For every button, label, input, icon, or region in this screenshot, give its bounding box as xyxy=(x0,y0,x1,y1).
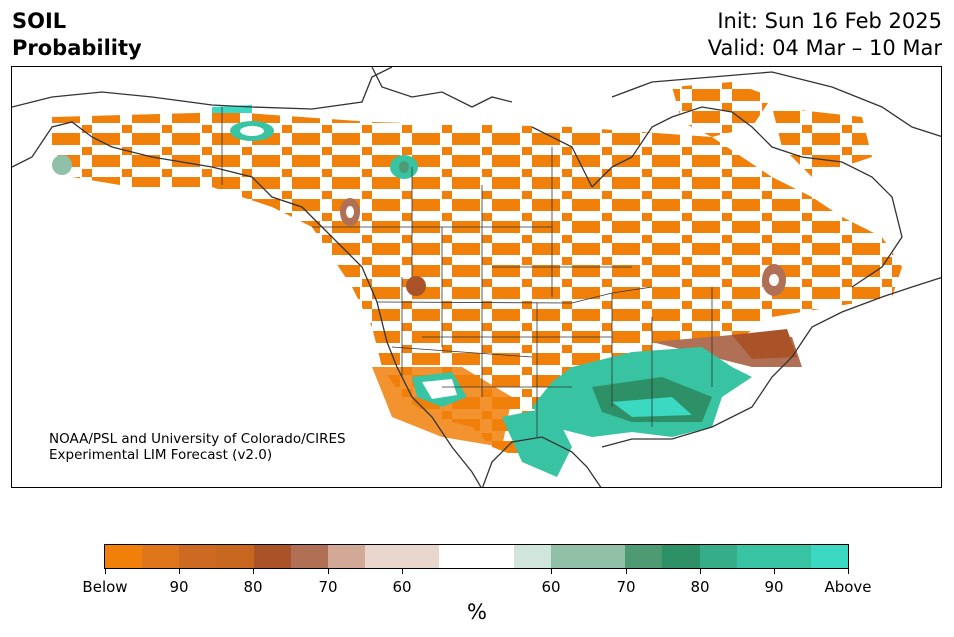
colorbar-tick-mark xyxy=(700,569,701,574)
probability-shading xyxy=(52,82,902,477)
colorbar-tick-mark xyxy=(328,569,329,574)
unit-label: % xyxy=(467,600,487,624)
political-borders xyxy=(221,107,713,437)
valid-range: Valid: 04 Mar – 10 Mar xyxy=(707,36,942,60)
colorbar-tick-label: 70 xyxy=(318,578,338,596)
colorbar-segment xyxy=(365,545,403,568)
colorbar-segment xyxy=(699,545,737,568)
date-info: Init: Sun 16 Feb 2025 Valid: 04 Mar – 10… xyxy=(708,8,942,62)
map-title: SOIL Probability xyxy=(12,8,142,62)
colorbar-tick-mark xyxy=(402,569,403,574)
colorbar-segment xyxy=(625,545,663,568)
colorbar-tick-label: 90 xyxy=(764,578,784,596)
colorbar-tick-mark xyxy=(626,569,627,574)
colorbar-tick-label: 80 xyxy=(690,578,710,596)
probability-colorbar xyxy=(104,544,849,569)
colorbar-tick-mark xyxy=(848,569,849,574)
colorbar-tick-mark xyxy=(551,569,552,574)
colorbar-tick-mark xyxy=(105,569,106,574)
credit-text: NOAA/PSL and University of Colorado/CIRE… xyxy=(49,431,346,463)
colorbar-tick-mark xyxy=(253,569,254,574)
colorbar-tick-label: 60 xyxy=(392,578,412,596)
colorbar-segment xyxy=(773,545,811,568)
colorbar-tick-label: 80 xyxy=(243,578,263,596)
north-america-map xyxy=(12,67,941,487)
init-date: Init: Sun 16 Feb 2025 xyxy=(717,9,942,33)
colorbar-segment xyxy=(550,545,589,568)
credit-line-2: Experimental LIM Forecast (v2.0) xyxy=(49,447,273,463)
colorbar-segment xyxy=(810,545,849,568)
colorbar-tick-mark xyxy=(774,569,775,574)
colorbar-tick-label: 90 xyxy=(169,578,189,596)
colorbar-tick-label: Above xyxy=(824,578,872,596)
colorbar-segment xyxy=(439,545,477,568)
colorbar-segment xyxy=(476,545,514,568)
colorbar-segment xyxy=(216,545,254,568)
map-panel xyxy=(11,66,942,488)
colorbar-tick-mark xyxy=(179,569,180,574)
colorbar-segment xyxy=(290,545,328,568)
colorbar-segment xyxy=(662,545,700,568)
variable-label: SOIL xyxy=(12,9,67,33)
colorbar-segment xyxy=(402,545,440,568)
colorbar-tick-label: 70 xyxy=(616,578,636,596)
colorbar-segment xyxy=(736,545,774,568)
colorbar-tick-label: 60 xyxy=(541,578,561,596)
colorbar-segment xyxy=(327,545,366,568)
coastlines-and-borders xyxy=(12,67,941,487)
colorbar-segment xyxy=(588,545,626,568)
credit-line-1: NOAA/PSL and University of Colorado/CIRE… xyxy=(49,431,346,447)
colorbar-segment xyxy=(253,545,291,568)
colorbar-tick-label: Below xyxy=(82,578,128,596)
colorbar-segment xyxy=(179,545,217,568)
colorbar-segment xyxy=(142,545,180,568)
product-label: Probability xyxy=(12,36,142,60)
colorbar-segment xyxy=(105,545,143,568)
colorbar-segment xyxy=(513,545,551,568)
